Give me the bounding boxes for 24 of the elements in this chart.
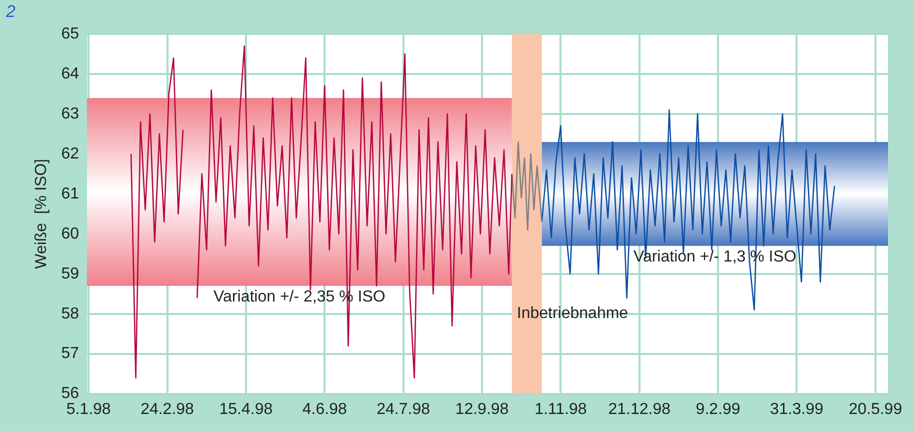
x-tick-label: 12.9.98 xyxy=(455,400,509,418)
y-tick-label: 62 xyxy=(61,145,80,162)
y-tick-label: 65 xyxy=(61,25,80,42)
x-tick-label: 15.4.98 xyxy=(219,400,273,418)
x-tick-label: 24.2.98 xyxy=(140,400,194,418)
y-tick-label: 61 xyxy=(61,185,80,202)
x-tick-label: 24.7.98 xyxy=(376,400,430,418)
y-tick-label: 59 xyxy=(61,265,80,282)
text: 2 xyxy=(6,2,16,22)
x-tick-label: 4.6.98 xyxy=(302,400,347,418)
y-axis-title: Weiße [% ISO] xyxy=(33,158,50,269)
y-tick-label: 57 xyxy=(61,345,80,362)
x-tick-label: 21.12.98 xyxy=(608,400,671,418)
y-tick-label: 58 xyxy=(61,305,80,322)
x-tick-label: 1.11.98 xyxy=(534,400,587,418)
y-tick-label: 63 xyxy=(61,105,80,122)
x-tick-label: 9.2.99 xyxy=(696,400,740,418)
y-tick-label: 60 xyxy=(61,225,80,242)
x-tick-label: 5.1.98 xyxy=(66,400,111,418)
y-tick-label: 56 xyxy=(61,385,80,402)
y-tick-label: 64 xyxy=(61,65,80,82)
x-tick-label: 20.5.99 xyxy=(848,400,902,418)
x-tick-label: 31.3.99 xyxy=(770,400,824,418)
band-label: Inbetriebnahme xyxy=(516,305,628,322)
